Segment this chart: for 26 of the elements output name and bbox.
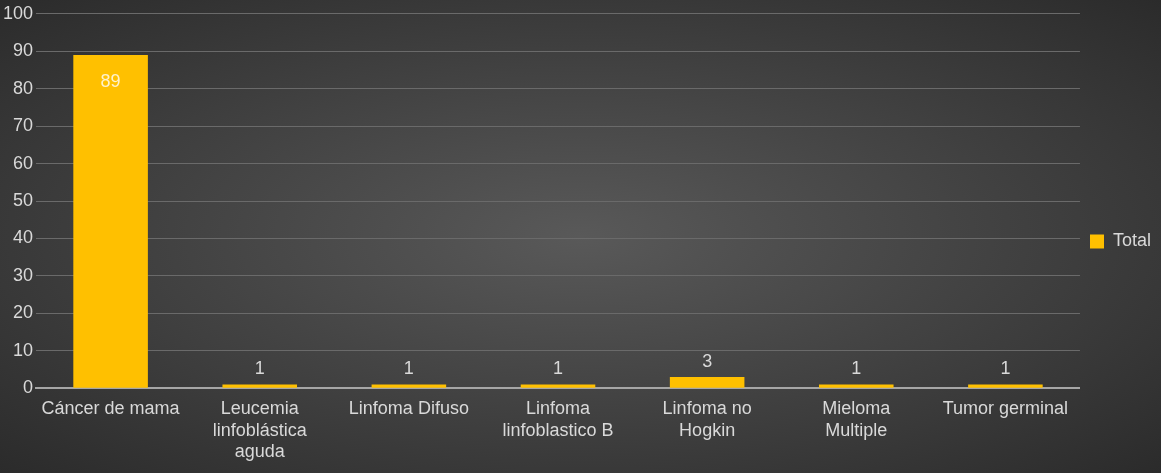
x-tick-label: Linfoma linfoblastico B bbox=[502, 397, 614, 440]
y-tick-label: 100 bbox=[2, 2, 34, 23]
x-tick-label: Cáncer de mama bbox=[41, 397, 181, 418]
y-tick-label: 10 bbox=[13, 339, 34, 360]
y-tick-label: 50 bbox=[13, 189, 34, 210]
y-tick-label: 80 bbox=[13, 77, 34, 98]
y-tick-label: 0 bbox=[23, 377, 34, 398]
data-label: 1 bbox=[403, 358, 414, 379]
y-tick-label: 30 bbox=[13, 264, 34, 285]
data-label: 1 bbox=[553, 358, 564, 379]
x-tick-label: Mieloma Multiple bbox=[822, 397, 892, 440]
y-tick-label: 70 bbox=[13, 115, 34, 136]
y-tick-label: 60 bbox=[13, 152, 34, 173]
y-tick-label: 90 bbox=[13, 40, 34, 61]
data-label: 1 bbox=[1000, 358, 1011, 379]
data-label: 1 bbox=[851, 358, 862, 379]
data-label: 3 bbox=[702, 350, 713, 371]
x-tick-label: Linfoma Difuso bbox=[348, 397, 469, 418]
data-label: 89 bbox=[100, 70, 121, 91]
x-tick-label: Linfoma no Hogkin bbox=[662, 397, 752, 440]
y-tick-label: 40 bbox=[13, 227, 34, 248]
y-tick-label: 20 bbox=[13, 302, 34, 323]
x-tick-label: Tumor germinal bbox=[942, 397, 1069, 418]
data-label: 1 bbox=[254, 358, 265, 379]
x-tick-label: Leucemia linfoblástica aguda bbox=[212, 397, 308, 462]
legend-label: Total bbox=[1112, 230, 1152, 251]
